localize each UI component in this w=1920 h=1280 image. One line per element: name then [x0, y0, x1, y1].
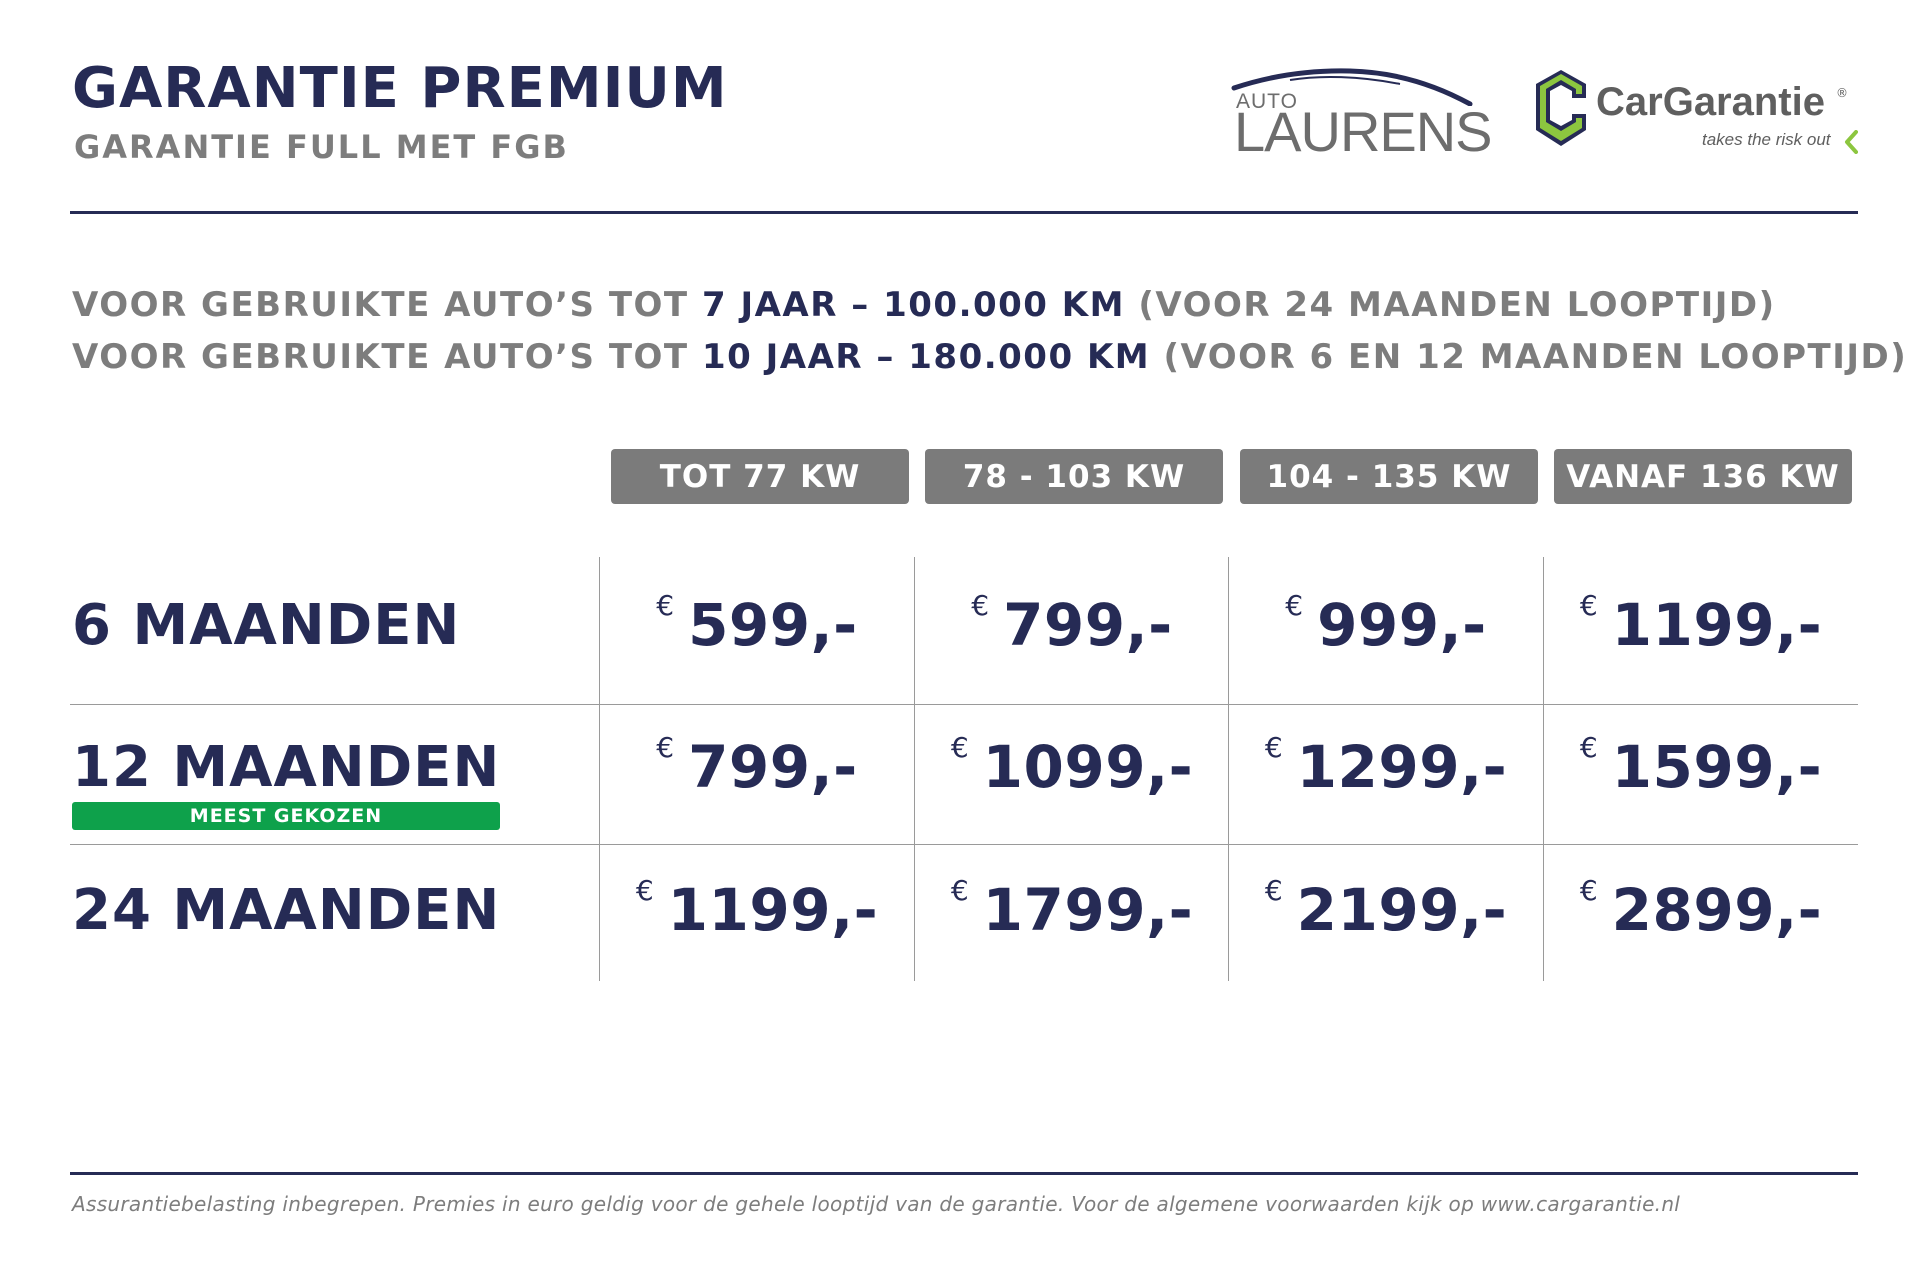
header-divider	[70, 211, 1858, 214]
chevron-left-icon	[1845, 130, 1858, 154]
price-cell: €1199,-	[1544, 585, 1858, 665]
price-amount: 2899,-	[1611, 876, 1823, 944]
cargarantie-logo-name: CarGarantie	[1596, 80, 1825, 124]
column-header: 78 - 103 KW	[925, 449, 1223, 504]
price-amount: 799,-	[1003, 591, 1173, 659]
price-amount: 1199,-	[667, 876, 879, 944]
condition-text: (VOOR 6 EN 12 MAANDEN LOOPTIJD)	[1150, 337, 1908, 377]
row-label-12-maanden: 12 MAANDEN	[72, 735, 501, 800]
car-swoosh-icon	[1231, 68, 1473, 106]
column-header: 104 - 135 KW	[1240, 449, 1538, 504]
price-cell: €1299,-	[1229, 727, 1543, 807]
price-amount: 1099,-	[982, 733, 1194, 801]
price-amount: 599,-	[688, 591, 858, 659]
condition-highlight: 7 JAAR – 100.000 KM	[701, 285, 1125, 325]
currency-symbol: €	[950, 874, 969, 907]
currency-symbol: €	[971, 589, 990, 622]
row-label-6-maanden: 6 MAANDEN	[72, 593, 461, 658]
price-cell: €1099,-	[915, 727, 1229, 807]
price-cell: €799,-	[600, 727, 914, 807]
price-amount: 1199,-	[1611, 591, 1823, 659]
cargarantie-shield-icon	[1536, 70, 1586, 146]
price-cell: €799,-	[915, 585, 1229, 665]
cargarantie-logo-tagline: takes the risk out	[1702, 130, 1831, 149]
currency-symbol: €	[1285, 589, 1304, 622]
price-amount: 999,-	[1317, 591, 1487, 659]
most-chosen-badge: MEEST GEKOZEN	[72, 802, 500, 830]
condition-highlight: 10 JAAR – 180.000 KM	[701, 337, 1151, 377]
table-column-divider	[914, 557, 915, 981]
condition-line: VOOR GEBRUIKTE AUTO’S TOT 7 JAAR – 100.0…	[72, 285, 1776, 325]
condition-text: VOOR GEBRUIKTE AUTO’S TOT	[72, 337, 702, 377]
condition-text: (VOOR 24 MAANDEN LOOPTIJD)	[1124, 285, 1776, 325]
page-subtitle: GARANTIE FULL MET FGB	[74, 128, 569, 166]
condition-line: VOOR GEBRUIKTE AUTO’S TOT 10 JAAR – 180.…	[72, 337, 1907, 377]
currency-symbol: €	[1264, 874, 1283, 907]
price-cell: €599,-	[600, 585, 914, 665]
price-cell: €2899,-	[1544, 870, 1858, 950]
footnote: Assurantiebelasting inbegrepen. Premies …	[72, 1192, 1681, 1216]
price-amount: 2199,-	[1296, 876, 1508, 944]
price-amount: 799,-	[688, 733, 858, 801]
price-cell: €1799,-	[915, 870, 1229, 950]
column-header: TOT 77 KW	[611, 449, 909, 504]
auto-laurens-logo-big: LAURENS	[1234, 100, 1493, 163]
currency-symbol: €	[1579, 731, 1598, 764]
table-row-divider	[70, 844, 1858, 845]
currency-symbol: €	[656, 589, 675, 622]
auto-laurens-logo: AUTO LAURENS	[1230, 66, 1493, 166]
table-row-divider	[70, 704, 1858, 705]
auto-laurens-logo-small: AUTO	[1236, 90, 1298, 113]
price-cell: €2199,-	[1229, 870, 1543, 950]
currency-symbol: €	[635, 874, 654, 907]
price-cell: €1599,-	[1544, 727, 1858, 807]
currency-symbol: €	[1579, 874, 1598, 907]
price-cell: €999,-	[1229, 585, 1543, 665]
table-column-divider	[1543, 557, 1544, 981]
price-amount: 1799,-	[982, 876, 1194, 944]
footer-divider	[70, 1172, 1858, 1175]
page-title: GARANTIE PREMIUM	[72, 56, 728, 121]
currency-symbol: €	[656, 731, 675, 764]
table-column-divider	[599, 557, 600, 981]
cargarantie-logo: CarGarantie ® takes the risk out	[1532, 66, 1862, 166]
currency-symbol: €	[950, 731, 969, 764]
condition-text: VOOR GEBRUIKTE AUTO’S TOT	[72, 285, 702, 325]
currency-symbol: €	[1579, 589, 1598, 622]
price-amount: 1599,-	[1611, 733, 1823, 801]
cargarantie-logo-registered: ®	[1836, 86, 1848, 100]
currency-symbol: €	[1264, 731, 1283, 764]
price-amount: 1299,-	[1296, 733, 1508, 801]
price-cell: €1199,-	[600, 870, 914, 950]
column-header: VANAF 136 KW	[1554, 449, 1852, 504]
table-column-divider	[1228, 557, 1229, 981]
row-label-24-maanden: 24 MAANDEN	[72, 878, 501, 943]
